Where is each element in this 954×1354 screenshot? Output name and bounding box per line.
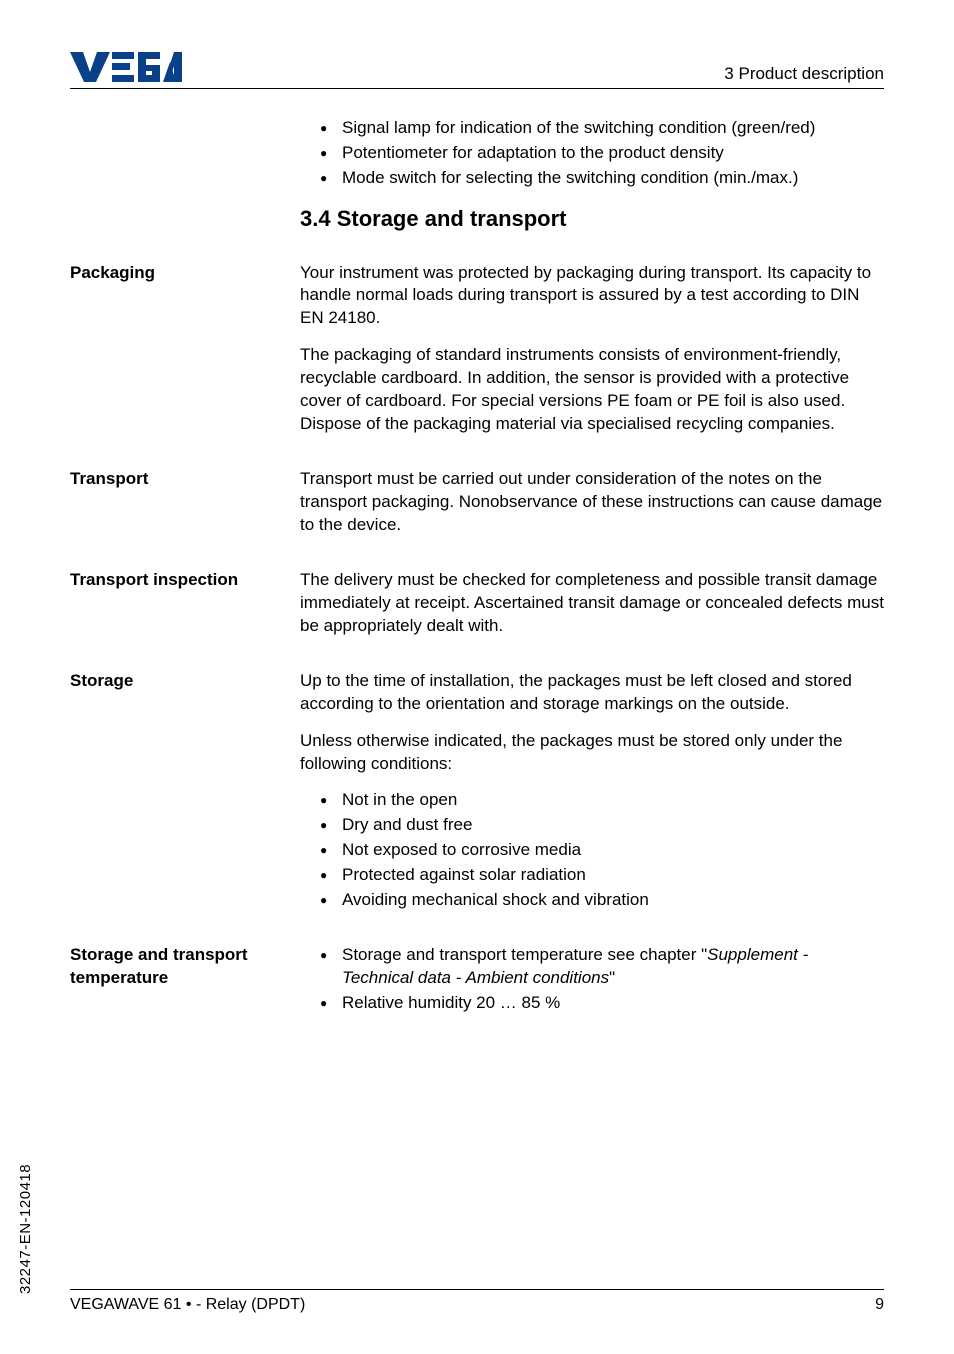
body-packaging: Your instrument was protected by packagi… (300, 262, 884, 451)
paragraph: Up to the time of installation, the pack… (300, 670, 884, 716)
label-storage-transport-temp: Storage and transport temperature (70, 944, 290, 1029)
body-transport: Transport must be carried out under cons… (300, 468, 884, 551)
list-item: Not exposed to corrosive media (320, 839, 884, 862)
paragraph: Unless otherwise indicated, the packages… (300, 730, 884, 776)
paragraph: The packaging of standard instruments co… (300, 344, 884, 436)
temp-bullet-list: Storage and transport temperature see ch… (300, 944, 884, 1015)
footer-page-number: 9 (875, 1296, 884, 1314)
paragraph: The delivery must be checked for complet… (300, 569, 884, 638)
list-item: Signal lamp for indication of the switch… (320, 117, 884, 140)
intro-bullet-list: Signal lamp for indication of the switch… (300, 117, 884, 190)
section-heading: 3.4 Storage and transport (300, 204, 884, 234)
document-id-vertical: 32247-EN-120418 (17, 1164, 34, 1294)
list-item: Dry and dust free (320, 814, 884, 837)
spacer (70, 117, 290, 244)
body-storage: Up to the time of installation, the pack… (300, 670, 884, 926)
list-item: Protected against solar radiation (320, 864, 884, 887)
header-rule (70, 88, 884, 89)
label-transport: Transport (70, 468, 290, 551)
list-item: Mode switch for selecting the switching … (320, 167, 884, 190)
list-item: Potentiometer for adaptation to the prod… (320, 142, 884, 165)
paragraph: Transport must be carried out under cons… (300, 468, 884, 537)
footer-rule (70, 1289, 884, 1290)
body-transport-inspection: The delivery must be checked for complet… (300, 569, 884, 652)
list-item: Relative humidity 20 … 85 % (320, 992, 884, 1015)
list-item: Not in the open (320, 789, 884, 812)
brand-logo (70, 50, 182, 84)
list-item: Avoiding mechanical shock and vibration (320, 889, 884, 912)
body-storage-transport-temp: Storage and transport temperature see ch… (300, 944, 884, 1029)
label-transport-inspection: Transport inspection (70, 569, 290, 652)
page-section-title: 3 Product description (724, 64, 884, 84)
storage-bullet-list: Not in the open Dry and dust free Not ex… (300, 789, 884, 912)
footer-left: VEGAWAVE 61 • - Relay (DPDT) (70, 1296, 305, 1314)
paragraph: Your instrument was protected by packagi… (300, 262, 884, 331)
list-item: Storage and transport temperature see ch… (320, 944, 884, 990)
label-packaging: Packaging (70, 262, 290, 451)
label-storage: Storage (70, 670, 290, 926)
